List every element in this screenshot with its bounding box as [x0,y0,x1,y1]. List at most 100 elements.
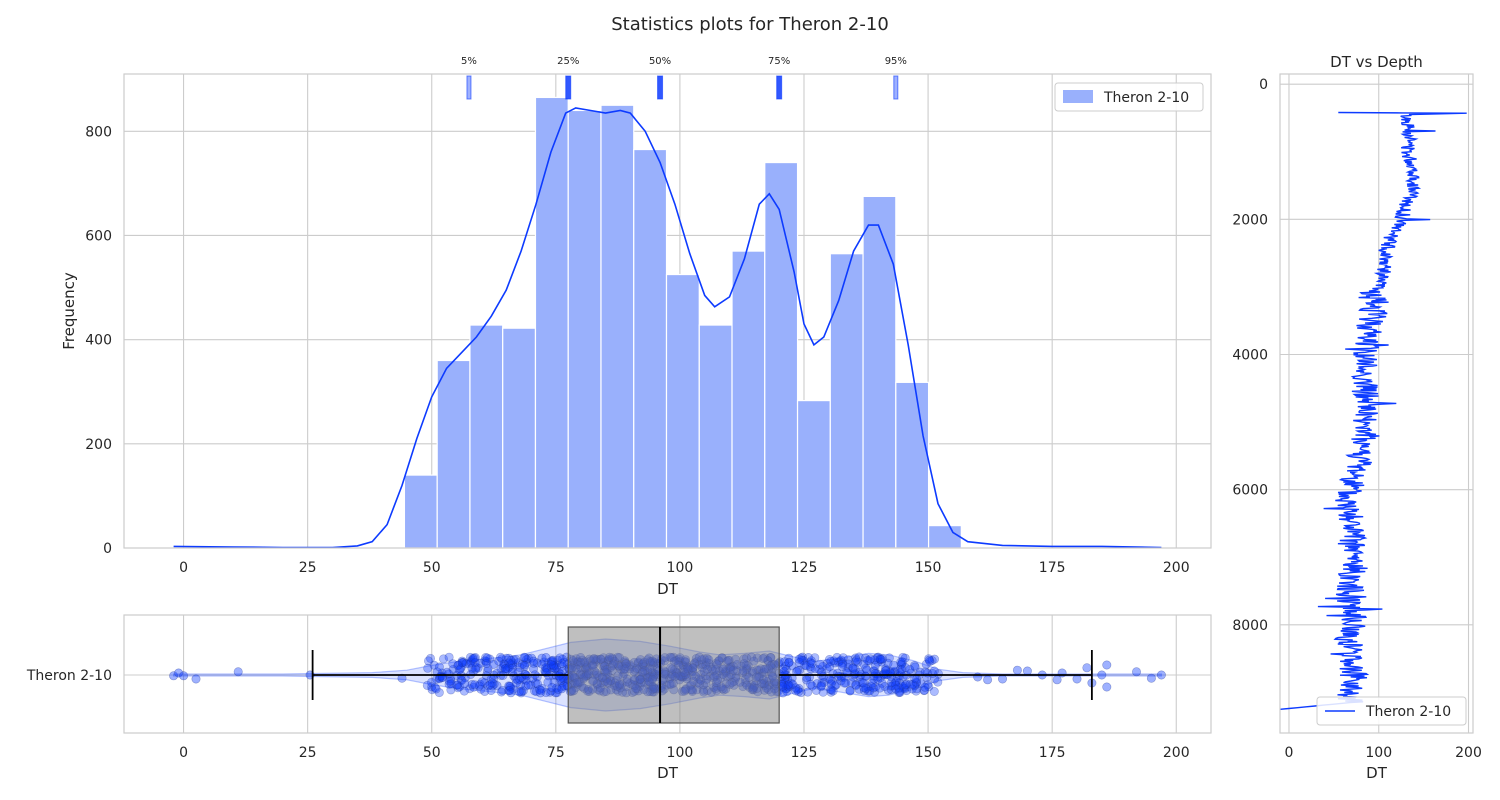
strip-point [899,682,909,692]
strip-point [796,688,806,698]
strip-point [807,681,817,691]
strip-point [929,666,939,676]
strip-point [520,661,530,671]
x-tick-label: 100 [667,745,694,761]
percentile-label: 25% [557,56,579,67]
strip-point [461,659,471,669]
strip-point [797,652,807,662]
strip-point [481,652,491,662]
strip-point [869,671,879,681]
strip-point [546,686,556,696]
x-tick-label: 100 [1365,745,1392,761]
percentile-label: 95% [885,56,907,67]
strip-point [507,663,517,673]
strip-point [803,652,813,662]
strip-point [806,679,816,689]
strip-point [838,658,848,668]
strip-point [509,655,519,665]
strip-point [859,678,869,688]
strip-point [875,654,885,664]
strip-point [875,683,885,693]
strip-point [477,677,487,687]
strip-point [841,667,851,677]
strip-point [521,675,531,685]
strip-point [810,653,820,663]
strip-point [824,654,834,664]
strip-point [881,666,891,676]
outlier-point [1097,670,1107,680]
strip-point [825,675,835,685]
strip-point [933,669,943,679]
outlier-point [1156,670,1166,680]
outlier-point [997,674,1007,684]
strip-point [516,688,526,698]
strip-point [875,654,885,664]
histogram-bar [698,324,733,549]
strip-point [483,681,493,691]
strip-point [504,681,514,691]
strip-point [880,664,890,674]
strip-point [924,655,934,665]
y-tick-label: 400 [85,333,112,349]
strip-point [524,680,534,690]
strip-point [546,660,556,670]
strip-point [532,658,542,668]
legend-label: Theron 2-10 [1365,704,1451,720]
strip-point [818,661,828,671]
strip-point [549,663,559,673]
strip-point [784,658,794,668]
strip-point [553,655,563,665]
strip-point [845,686,855,696]
strip-point [468,667,478,677]
strip-point [557,658,567,668]
strip-point [457,658,467,668]
strip-point [485,654,495,664]
x-tick-label: 175 [1039,560,1066,576]
strip-point [427,685,437,695]
strip-point [480,678,490,688]
histogram-bar [567,109,602,549]
histogram-bar [600,104,635,549]
strip-point [844,659,854,669]
strip-point [782,687,792,697]
strip-point [487,681,497,691]
strip-point [422,680,432,690]
dt-log-line [1279,111,1467,710]
strip-point [911,686,921,696]
strip-point [530,678,540,688]
strip-point [788,679,798,689]
strip-point [837,662,847,672]
strip-point [557,678,567,688]
strip-point [850,664,860,674]
x-tick-label: 50 [423,745,441,761]
y-tick-label: 0 [1259,77,1268,93]
strip-point [878,654,888,664]
strip-point [800,660,810,670]
strip-point [894,686,904,696]
figure-title: Statistics plots for Theron 2-10 [611,14,889,35]
histogram-frame [123,73,1212,549]
strip-point [929,654,939,664]
strip-point [897,657,907,667]
x-tick-label: 100 [667,560,694,576]
strip-point [899,683,909,693]
strip-point [431,684,441,694]
x-tick-label: 125 [791,560,818,576]
strip-point [919,686,929,696]
depth-legend: Theron 2-10 [1316,696,1467,726]
x-tick-label: 0 [179,745,188,761]
outlier-point [1102,660,1112,670]
strip-point [891,677,901,687]
outlier-point [1132,667,1142,677]
category-label: Theron 2-10 [26,668,112,684]
strip-point [845,686,855,696]
strip-point [548,657,558,667]
strip-point [905,664,915,674]
strip-point [526,680,536,690]
strip-point [452,680,462,690]
strip-point [470,652,480,662]
strip-point [869,655,879,665]
y-tick-label: 600 [85,228,112,244]
y-tick-label: 800 [85,124,112,140]
